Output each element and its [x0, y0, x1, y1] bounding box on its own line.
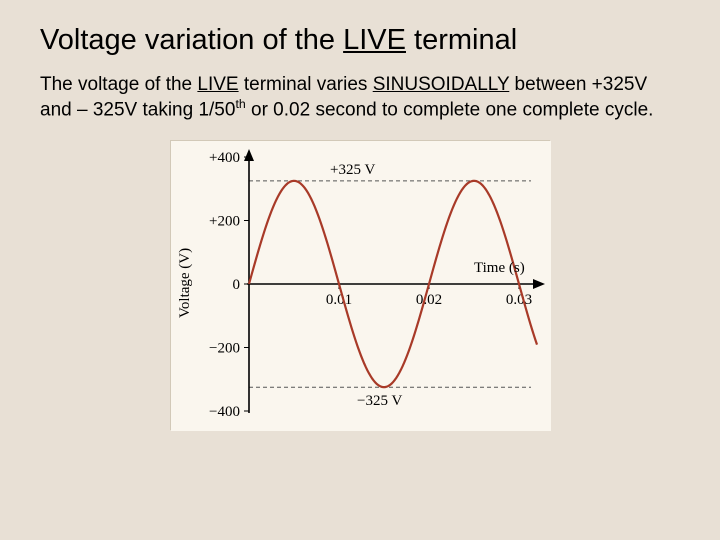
desc-t4: or 0.02 second to complete one complete … [246, 99, 654, 120]
y-axis-label: Voltage (V) [177, 248, 193, 318]
peak-bottom-label: −325 V [357, 393, 402, 409]
title-live: LIVE [343, 24, 406, 56]
desc-t1: The voltage of the [40, 74, 197, 95]
peak-top-label: +325 V [330, 162, 375, 178]
ytick-label: −200 [209, 340, 240, 356]
page-title: Voltage variation of the LIVE terminal [40, 24, 680, 57]
title-pre: Voltage variation of the [40, 24, 343, 56]
voltage-chart: +400 +200 0 −200 −400 0.01 0.02 0.03 +325 V −325 … [170, 140, 550, 430]
description: The voltage of the LIVE terminal varies … [40, 73, 680, 122]
desc-sinus: SINUSOIDALLY [373, 74, 510, 95]
ytick-label: +200 [209, 213, 240, 229]
desc-t2: terminal varies [239, 74, 373, 95]
ytick-label: +400 [209, 150, 240, 166]
xtick-label: 0.03 [506, 292, 532, 308]
ytick-label: 0 [233, 277, 241, 293]
xtick-label: 0.02 [416, 292, 442, 308]
x-axis-label: Time (s) [474, 260, 525, 276]
title-post: terminal [406, 24, 517, 56]
desc-live: LIVE [197, 74, 238, 95]
xtick-label: 0.01 [326, 292, 352, 308]
desc-sup: th [235, 97, 245, 111]
ytick-label: −400 [209, 404, 240, 420]
